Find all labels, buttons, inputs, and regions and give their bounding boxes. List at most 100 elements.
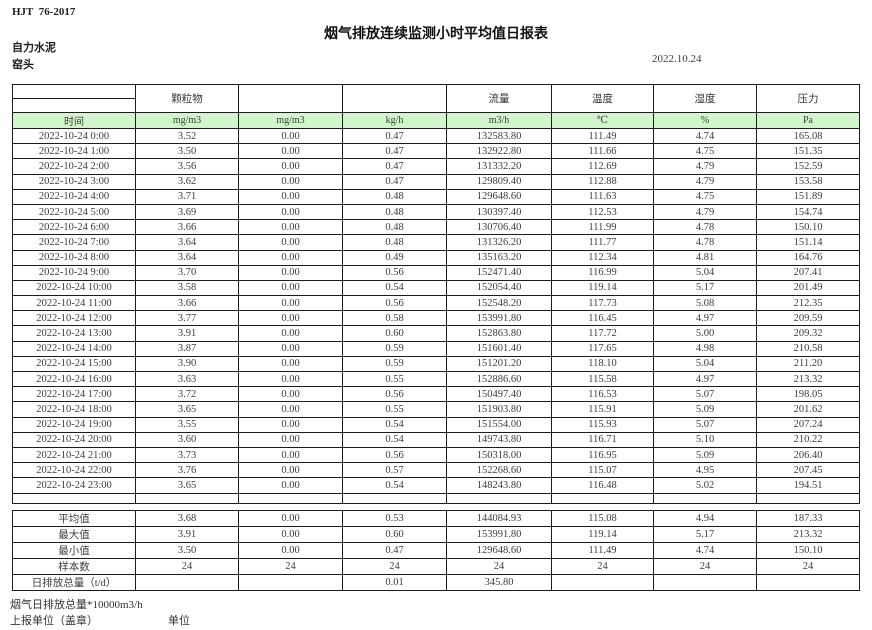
value-cell: 115.91	[551, 401, 654, 418]
unit-header-cell: %	[653, 112, 757, 129]
value-cell: 0.00	[238, 173, 343, 190]
value-cell: 201.49	[756, 279, 860, 297]
summary-value-cell: 144084.93	[446, 510, 552, 527]
value-cell: 117.65	[551, 340, 654, 357]
value-cell: 115.58	[551, 370, 654, 388]
value-cell: 5.09	[653, 401, 757, 418]
value-cell: 0.00	[238, 355, 343, 373]
empty-cell	[551, 492, 654, 504]
value-cell: 0.00	[238, 295, 343, 312]
station-name: 窑头	[12, 59, 34, 71]
value-cell: 129648.60	[446, 188, 552, 205]
value-cell: 0.48	[342, 234, 447, 251]
value-cell: 0.49	[342, 249, 447, 266]
value-cell: 0.47	[342, 173, 447, 190]
value-cell: 206.40	[756, 446, 860, 464]
table-row: 2022-10-24 12:00 3.77 0.00 0.58 153991.80 116…	[12, 310, 860, 327]
value-cell: 3.65	[135, 401, 239, 418]
table-row: 2022-10-24 18:00 3.65 0.00 0.55 151903.80 115…	[12, 401, 860, 418]
summary-label-cell: 最大值	[12, 526, 136, 543]
value-cell: 201.62	[756, 401, 860, 418]
value-cell: 152886.60	[446, 370, 552, 388]
summary-label-cell: 最小值	[12, 542, 136, 559]
value-cell: 0.59	[342, 355, 447, 373]
value-cell: 0.55	[342, 401, 447, 418]
value-cell: 4.78	[653, 219, 757, 236]
time-cell: 2022-10-24 2:00	[12, 158, 136, 175]
value-cell: 153991.80	[446, 310, 552, 327]
value-cell: 3.56	[135, 158, 239, 175]
summary-value-cell: 0.00	[238, 542, 343, 559]
value-cell: 210.22	[756, 431, 860, 448]
value-cell: 3.52	[135, 127, 239, 145]
value-cell: 154.74	[756, 203, 860, 221]
value-cell: 0.00	[238, 249, 343, 266]
table-row: 2022-10-24 20:00 3.60 0.00 0.54 149743.80 116…	[12, 431, 860, 448]
value-cell: 0.54	[342, 431, 447, 448]
value-cell: 5.00	[653, 325, 757, 342]
group-header-cell: 颗粒物	[135, 84, 239, 113]
value-cell: 151.14	[756, 234, 860, 251]
group-header-cell: 流量	[446, 84, 552, 113]
table-row: 2022-10-24 8:00 3.64 0.00 0.49 135163.20 112.…	[12, 249, 860, 266]
value-cell: 5.10	[653, 431, 757, 448]
value-cell: 207.41	[756, 264, 860, 281]
time-cell: 2022-10-24 22:00	[12, 462, 136, 479]
value-cell: 3.87	[135, 340, 239, 357]
value-cell: 132922.80	[446, 143, 552, 160]
value-cell: 3.63	[135, 370, 239, 388]
value-cell: 111.66	[551, 143, 654, 160]
unit-header-cell: mg/m3	[135, 112, 239, 129]
value-cell: 3.76	[135, 462, 239, 479]
time-cell: 2022-10-24 8:00	[12, 249, 136, 266]
table-row: 样本数 24 24 24 24 24 24 24	[12, 558, 860, 575]
time-cell: 2022-10-24 13:00	[12, 325, 136, 342]
value-cell: 4.98	[653, 340, 757, 357]
summary-value-cell: 24	[342, 558, 447, 575]
standard-code: HJT 76-2017	[12, 6, 76, 18]
table-row: 2022-10-24 0:00 3.52 0.00 0.47 132583.80 111.…	[12, 127, 860, 145]
summary-value-cell	[238, 574, 343, 591]
value-cell: 112.69	[551, 158, 654, 175]
value-cell: 3.73	[135, 446, 239, 464]
value-cell: 118.10	[551, 355, 654, 373]
value-cell: 117.73	[551, 295, 654, 312]
value-cell: 130397.40	[446, 203, 552, 221]
summary-value-cell: 3.50	[135, 542, 239, 559]
value-cell: 151554.00	[446, 416, 552, 433]
value-cell: 0.47	[342, 158, 447, 175]
value-cell: 4.74	[653, 127, 757, 145]
value-cell: 207.45	[756, 462, 860, 479]
value-cell: 213.32	[756, 370, 860, 388]
unit-header-cell: kg/h	[342, 112, 447, 129]
table-row: 日排放总量（t/d） 0.01 345.80	[12, 574, 860, 591]
value-cell: 150497.40	[446, 386, 552, 403]
time-cell: 2022-10-24 14:00	[12, 340, 136, 357]
value-cell: 0.00	[238, 386, 343, 403]
table-row: 2022-10-24 15:00 3.90 0.00 0.59 151201.20 118…	[12, 355, 860, 373]
summary-value-cell: 0.47	[342, 542, 447, 559]
value-cell: 115.93	[551, 416, 654, 433]
value-cell: 111.63	[551, 188, 654, 205]
group-header-cell: 温度	[551, 84, 654, 113]
value-cell: 0.00	[238, 219, 343, 236]
value-cell: 3.64	[135, 234, 239, 251]
value-cell: 0.47	[342, 127, 447, 145]
value-cell: 0.48	[342, 188, 447, 205]
value-cell: 151601.40	[446, 340, 552, 357]
table-row: 2022-10-24 3:00 3.62 0.00 0.47 129809.40 112.…	[12, 173, 860, 190]
table-row: 平均值 3.68 0.00 0.53 144084.93 115.08 4.94 187.33	[12, 510, 860, 527]
summary-value-cell: 4.94	[653, 510, 757, 527]
table-row: 2022-10-24 17:00 3.72 0.00 0.56 150497.40 116…	[12, 386, 860, 403]
value-cell: 3.65	[135, 477, 239, 494]
value-cell: 152471.40	[446, 264, 552, 281]
value-cell: 3.70	[135, 264, 239, 281]
value-cell: 165.08	[756, 127, 860, 145]
summary-value-cell: 24	[446, 558, 552, 575]
time-cell: 2022-10-24 0:00	[12, 127, 136, 145]
value-cell: 5.07	[653, 386, 757, 403]
time-cell: 2022-10-24 10:00	[12, 279, 136, 297]
value-cell: 0.48	[342, 203, 447, 221]
value-cell: 0.54	[342, 416, 447, 433]
